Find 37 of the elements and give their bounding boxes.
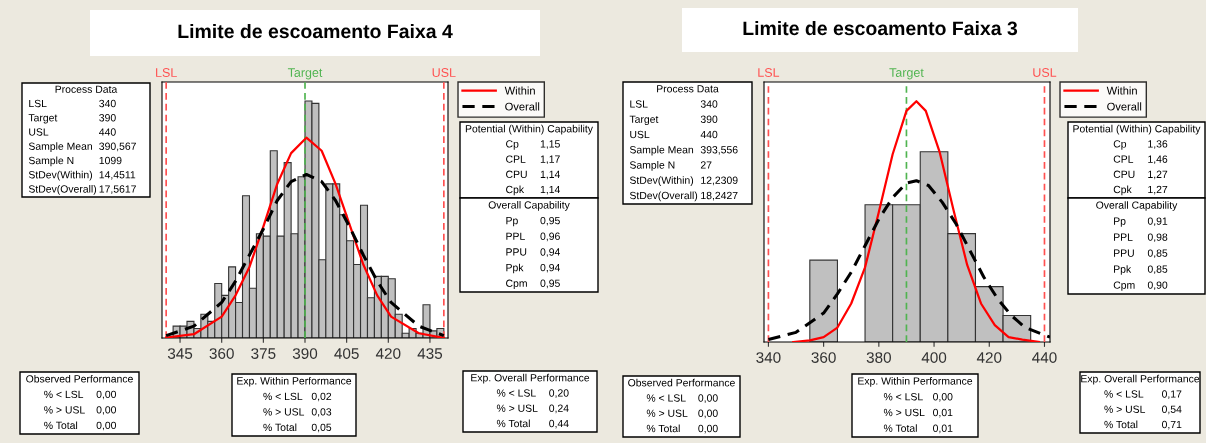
x-tick-label: 435 xyxy=(417,348,443,359)
ref-line-label: Target xyxy=(889,68,924,80)
x-tick-label: 380 xyxy=(866,352,891,363)
x-tick-label: 400 xyxy=(921,352,947,363)
text: Exp. Within Performance % < LSL 0,00 % > USL 0,01 % Total 0,01 xyxy=(858,377,973,434)
ref-line-label: USL xyxy=(432,68,456,77)
x-tick-label: 405 xyxy=(334,348,359,359)
x-tick-label: 360 xyxy=(209,348,234,359)
text: Observed Performance % < LSL 0,00 % > USL 0,00 % Total 0,00 xyxy=(26,374,133,431)
chart-title: Limite de escoamento Faixa 3 xyxy=(743,20,1018,36)
text: Overall Capability Pp 0,91 PPL 0,98 PPU 0,85 Ppk 0,85 Cpm 0,90 xyxy=(1096,201,1178,291)
text: Potential (Within) Capability Cp 1,15 CPL 1,17 CPU 1,14 Cpk 1,14 xyxy=(465,124,593,196)
x-tick-label: 390 xyxy=(292,348,318,359)
x-tick-label: 340 xyxy=(756,352,781,363)
x-tick-label: 360 xyxy=(811,352,836,363)
legend-label: Within xyxy=(1106,86,1137,95)
text: Observed Performance % < LSL 0,00 % > USL 0,00 % Total 0,00 xyxy=(628,378,735,434)
chart-title: Limite de escoamento Faixa 4 xyxy=(178,23,453,39)
ref-line-label: Target xyxy=(287,68,323,80)
ref-line-label: LSL xyxy=(758,68,780,77)
x-tick-label: 420 xyxy=(976,352,1002,363)
x-tick-label: 420 xyxy=(375,348,401,359)
text: Process Data LSL 340 Target 390 USL 440 Sample Mean 390,567 Sample N 1099 StDev(Within) 14,4511 StDev(Overall) 17,5617 xyxy=(28,85,136,195)
text: Exp. Overall Performance % < LSL 0,20 % > USL 0,24 % Total 0,44 xyxy=(471,373,590,429)
legend-label: Overall xyxy=(505,102,540,111)
legend-label: Overall xyxy=(1107,102,1142,111)
text: Potential (Within) Capability Cp 1,36 CPL 1,46 CPU 1,27 Cpk 1,27 xyxy=(1073,124,1201,196)
ref-line-label: USL xyxy=(1033,68,1057,77)
text: Process Data LSL 340 Target 390 USL 440 Sample Mean 393,556 Sample N 27 StDev(Within) 12,2309 StDev(Overall) 18,2427 xyxy=(629,85,738,202)
text: Overall Capability Pp 0,95 PPL 0,96 PPU 0,94 Ppk 0,94 Cpm 0,95 xyxy=(488,200,570,290)
ref-line-label: LSL xyxy=(156,68,177,77)
text: Exp. Overall Performance % < LSL 0,17 % > USL 0,54 % Total 0,71 xyxy=(1081,374,1200,430)
x-tick-label: 375 xyxy=(251,348,276,359)
text: Exp. Within Performance % < LSL 0,02 % > USL 0,03 % Total 0,05 xyxy=(237,376,352,433)
x-tick-label: 440 xyxy=(1032,352,1057,363)
legend-label: Within xyxy=(504,86,535,95)
x-tick-label: 345 xyxy=(167,348,193,359)
